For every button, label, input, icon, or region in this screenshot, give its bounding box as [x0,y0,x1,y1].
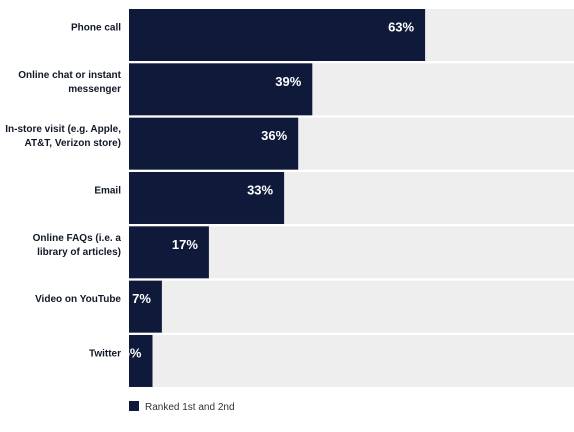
category-label: Video on YouTube [35,294,121,305]
category-label: messenger [68,84,121,95]
bar-track [129,334,574,387]
legend-label: Ranked 1st and 2nd [145,402,235,413]
category-label: Phone call [71,23,121,34]
bar-value-label: 39% [275,74,301,89]
bar [129,334,153,387]
bar [129,117,299,170]
bar-value-label: 36% [261,128,287,143]
category-label: Online chat or instant [18,70,121,81]
bar-track [129,280,574,333]
category-label: Email [94,185,121,196]
category-label: In-store visit (e.g. Apple, [5,124,121,135]
bar [129,226,209,279]
bar [129,9,426,61]
category-label: Twitter [89,348,121,359]
category-label: library of articles) [37,247,121,258]
bar-value-label: 5% [123,345,142,360]
bar-value-label: 63% [388,20,414,35]
bar [129,280,162,333]
bar-value-label: 17% [172,237,198,252]
bar-value-label: 7% [132,291,151,306]
category-label: AT&T, Verizon store) [25,138,122,149]
category-label: Online FAQs (i.e. a [33,233,122,244]
bar [129,171,285,224]
bar-value-label: 33% [247,182,273,197]
legend-swatch [129,401,139,411]
bar [129,63,313,116]
